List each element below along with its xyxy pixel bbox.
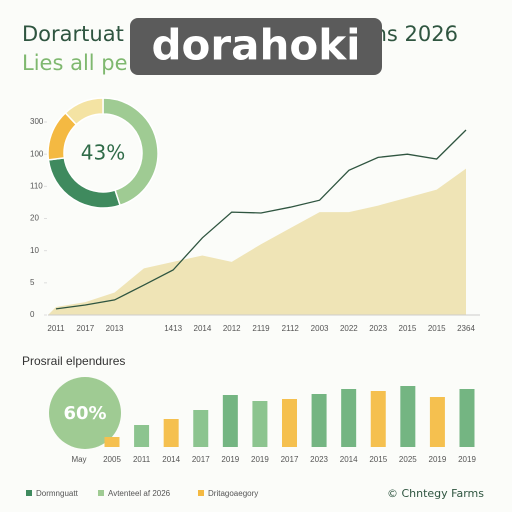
y-tick-label: 5 xyxy=(30,278,35,287)
x-tick-label: 2119 xyxy=(252,324,270,333)
legend-swatch xyxy=(98,490,104,496)
x-tick-label: 2017 xyxy=(192,455,210,464)
x-tick-label: 2014 xyxy=(340,455,358,464)
bar xyxy=(370,391,386,447)
y-tick-label: 110 xyxy=(30,181,43,190)
x-tick-label: 2015 xyxy=(428,324,446,333)
title: ns 2026 xyxy=(374,22,458,46)
x-tick-label: 2023 xyxy=(310,455,328,464)
bar xyxy=(282,399,297,447)
donut-segment xyxy=(47,157,121,209)
x-tick-label: 2019 xyxy=(221,455,239,464)
x-tick-label: 2011 xyxy=(47,324,65,333)
bar xyxy=(400,386,416,447)
x-tick-label: 2015 xyxy=(369,455,387,464)
title: Dorartuat xyxy=(22,22,124,46)
y-tick-label: 20 xyxy=(30,214,39,223)
x-tick-label: 2014 xyxy=(194,324,212,333)
y-tick-label: 100 xyxy=(30,149,44,158)
bar xyxy=(341,389,357,447)
x-tick-label: 1413 xyxy=(164,324,182,333)
donut-segment xyxy=(64,97,104,126)
x-tick-label: 2112 xyxy=(282,324,300,333)
x-tick-label: 2025 xyxy=(399,455,417,464)
bar xyxy=(193,410,209,447)
center-label: 60% xyxy=(63,403,106,424)
x-tick-label: 2019 xyxy=(458,455,476,464)
watermark: dorahoki xyxy=(151,21,360,70)
x-tick-label: 2017 xyxy=(281,455,299,464)
area xyxy=(48,168,466,315)
x-tick-label: 2019 xyxy=(251,455,269,464)
bar xyxy=(311,394,327,447)
bar xyxy=(134,425,150,447)
x-tick-label: May xyxy=(71,455,86,464)
x-tick-label: 2005 xyxy=(103,455,121,464)
x-tick-label: 2017 xyxy=(76,324,94,333)
x-tick-label: 2015 xyxy=(399,324,417,333)
x-tick-label: 2023 xyxy=(369,324,387,333)
legend-label: Dritagoaegory xyxy=(208,489,258,498)
subtitle: Lies all pe xyxy=(22,51,128,75)
x-tick-label: 2364 xyxy=(457,324,475,333)
x-tick-label: 2013 xyxy=(106,324,124,333)
y-tick-label: 10 xyxy=(30,246,39,255)
x-tick-label: 2011 xyxy=(133,455,151,464)
bar xyxy=(429,397,445,447)
legend-label: Avtenteel af 2026 xyxy=(108,489,171,498)
x-tick-label: 2012 xyxy=(223,324,241,333)
x-tick-label: 2022 xyxy=(340,324,358,333)
line xyxy=(55,129,467,310)
footer: © Chntegy Farms xyxy=(387,487,484,500)
legend-swatch xyxy=(26,490,32,496)
bar xyxy=(252,401,268,447)
center-label: 43% xyxy=(81,141,125,165)
badge xyxy=(49,377,121,449)
x-tick-label: 2014 xyxy=(162,455,180,464)
bar xyxy=(459,389,475,447)
legend-swatch xyxy=(198,490,204,496)
legend-label: Dormnguatt xyxy=(36,489,79,498)
x-tick-label: 2019 xyxy=(429,455,447,464)
y-tick-label: 300 xyxy=(30,117,44,126)
x-tick-label: 2003 xyxy=(311,324,329,333)
chart-title: Prosrail elpendures xyxy=(22,354,125,368)
bar xyxy=(222,395,238,447)
y-tick-label: 0 xyxy=(30,310,35,319)
bar xyxy=(104,437,120,447)
watermark-box xyxy=(130,18,382,75)
bar xyxy=(163,419,179,447)
